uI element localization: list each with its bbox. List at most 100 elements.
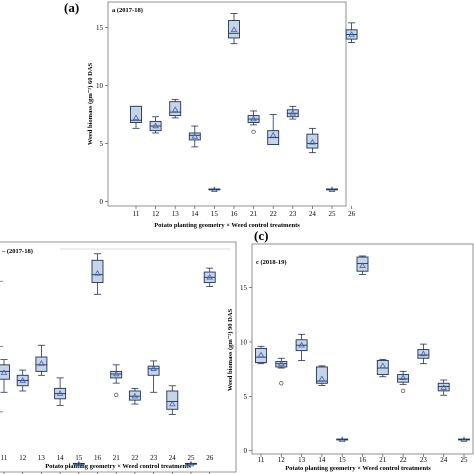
- mean-marker: [257, 351, 265, 358]
- x-tick-label: 21: [250, 210, 258, 218]
- panel-c-letter: (c): [254, 228, 268, 243]
- panel-a: (a) a (2017-18) Weed biomass (gm⁻²) 60 D…: [64, 0, 358, 229]
- mean-marker: [171, 106, 179, 112]
- panel-a-letter: (a): [64, 0, 79, 15]
- x-tick-label: 15: [339, 456, 347, 464]
- mean-marker: [94, 269, 101, 276]
- mean-marker: [250, 115, 257, 122]
- box-25: [458, 436, 470, 443]
- x-tick-label: 11: [133, 210, 140, 218]
- x-tick-label: 25: [461, 456, 469, 464]
- box-16: [356, 255, 369, 275]
- box-14: [315, 365, 328, 386]
- x-tick-label: 16: [359, 456, 367, 464]
- mean-marker: [131, 392, 139, 399]
- mean-marker: [150, 365, 157, 371]
- box-body: [130, 105, 142, 123]
- x-tick-label: 25: [188, 454, 196, 462]
- x-tick-label: 24: [169, 454, 177, 462]
- mean-marker: [19, 377, 27, 383]
- outlier-point: [279, 381, 284, 386]
- mean-marker: [440, 384, 448, 390]
- mean-marker: [460, 436, 468, 443]
- panel-b-ticks: 11 12 13 14 15 16 21 22 23 24 25 26: [0, 280, 214, 474]
- box-body: [315, 366, 328, 384]
- box-21: [110, 364, 123, 397]
- mean-marker: [309, 138, 316, 145]
- box-24: [437, 379, 450, 396]
- panel-c-ylabel: Weed biomass (gm⁻²) 90 DAS: [227, 308, 234, 391]
- y-tick-label: 5: [244, 393, 248, 401]
- x-tick-label: 22: [270, 210, 278, 218]
- x-tick-label: 12: [19, 454, 27, 462]
- panel-c-inset-label: c (2018-19): [256, 259, 287, 266]
- box-body: [188, 132, 201, 141]
- mean-marker: [75, 460, 83, 467]
- box-22: [128, 387, 141, 405]
- box-22: [397, 370, 410, 393]
- mean-marker: [206, 273, 214, 280]
- x-tick-label: 16: [231, 210, 239, 218]
- box-23: [147, 360, 160, 393]
- x-tick-label: 13: [298, 456, 306, 464]
- mean-marker: [152, 122, 159, 129]
- panel-a-ylabel: Weed biomass (gm⁻²) 60 DAS: [87, 62, 94, 145]
- panel-c-xlabel: Potato planting geometry × Weed control …: [285, 465, 431, 472]
- mean-marker: [0, 369, 8, 375]
- y-tick-label: 0: [100, 198, 104, 206]
- x-tick-label: 21: [113, 454, 121, 462]
- box-16: [91, 253, 104, 295]
- x-tick-label: 26: [348, 210, 356, 218]
- panel-c-ticks: 0 5 10 15 11 12 13 14 15 16 21 22 23 24 25: [240, 284, 468, 464]
- box-16: [228, 13, 240, 45]
- panel-b: – (2017-18) Potato planting geometry × W…: [0, 241, 237, 474]
- mean-marker: [38, 360, 45, 366]
- box-13: [295, 333, 308, 361]
- box-23: [286, 105, 299, 120]
- x-tick-label: 16: [94, 454, 102, 462]
- x-tick-label: 15: [75, 454, 83, 462]
- box-body: [110, 370, 123, 379]
- x-tick-label: 21: [379, 456, 387, 464]
- mean-marker: [318, 375, 326, 382]
- mean-marker: [230, 26, 238, 33]
- y-tick-label: 15: [240, 284, 248, 292]
- box-26: [345, 22, 358, 43]
- outlier-point: [251, 129, 256, 134]
- box-11: [255, 345, 267, 365]
- box-15: [72, 460, 85, 467]
- mean-marker: [191, 133, 199, 139]
- mean-marker: [269, 131, 277, 138]
- box-body: [166, 390, 179, 410]
- panel-a-inset-label: a (2017-18): [112, 7, 143, 14]
- mean-marker: [132, 114, 140, 121]
- y-tick-label: 0: [244, 447, 248, 455]
- mean-marker: [399, 374, 407, 381]
- x-tick-label: 23: [150, 454, 158, 462]
- y-tick-label: 5: [100, 140, 104, 148]
- box-body: [255, 348, 267, 364]
- box-body: [356, 256, 369, 272]
- mean-marker: [359, 262, 366, 268]
- outlier-point: [401, 388, 406, 393]
- box-12: [16, 369, 29, 392]
- box-15: [208, 186, 221, 192]
- box-14: [188, 125, 201, 148]
- box-body: [128, 390, 141, 401]
- mean-marker: [348, 31, 355, 37]
- x-tick-label: 11: [258, 456, 265, 464]
- x-tick-label: 22: [400, 456, 408, 464]
- x-tick-label: 24: [309, 210, 317, 218]
- panel-b-inset-label: – (2017-18): [1, 248, 33, 255]
- box-12: [275, 357, 288, 386]
- mean-marker: [338, 436, 346, 443]
- y-tick-label: 15: [96, 24, 104, 32]
- box-body: [169, 101, 182, 117]
- box-26: [203, 267, 216, 287]
- panel-a-ticks: 0 5 10 15 11 12 13 14 15 16 21 22 23 24 25 26: [96, 24, 356, 218]
- mean-marker: [379, 362, 387, 369]
- y-tick-label: 10: [96, 82, 104, 90]
- box-21: [247, 110, 260, 134]
- box-body: [35, 356, 48, 372]
- x-tick-label: 23: [420, 456, 428, 464]
